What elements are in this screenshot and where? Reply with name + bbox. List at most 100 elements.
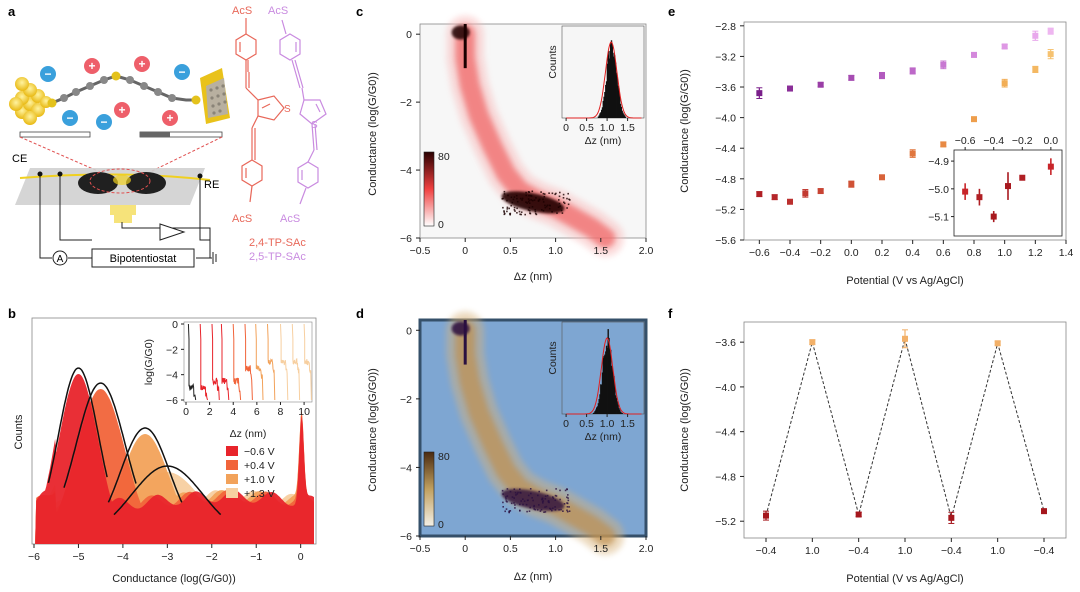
density-speckle [531,190,534,193]
density-speckle [526,202,528,204]
inset-bar [619,103,622,118]
x-tick-label: 1.4 [1059,247,1074,259]
density-speckle [541,498,544,501]
y-axis-label: Conductance (log(G/G0)) [367,368,379,492]
density-speckle [549,204,551,207]
inset-data-point [1019,174,1026,181]
x-tick-label: −0.4 [1034,545,1055,557]
density-speckle [514,507,516,509]
thiophene-s-label: S [284,104,291,115]
axis-ticks: −0.5 0 0.5 1.0 1.5 2.0 0 −2 −4 −6 [400,325,653,555]
x-tick-label: 0.0 [844,247,859,259]
density-speckle [554,499,557,501]
data-point-2-4 [848,181,855,188]
density-speckle [558,202,561,205]
panel-f-switching: −0.4 1.0 −0.4 1.0 −0.4 1.0 −0.4 −3.6 −4.0 −4.4 −4.… [679,321,1067,585]
density-speckle [566,207,568,209]
density-speckle [520,211,523,213]
x-tick-label: −5 [72,551,84,563]
density-speckle [568,510,571,512]
data-point-2-4 [802,190,809,197]
x-tick-label: −3 [161,551,173,563]
density-speckle [519,213,521,216]
data-point [948,514,955,521]
structure-2-4-TP-SAc [235,18,285,203]
density-speckle [548,204,551,207]
inset-bar [623,115,626,118]
x-tick-label: 1.0 [997,247,1012,259]
x-tick-label: 0.5 [503,245,518,257]
density-speckle [527,191,530,193]
axes-frame [743,321,1067,539]
inset-bar [605,351,607,414]
scale-bar [19,131,91,138]
inset-bar [601,109,603,118]
inset-y-tick-label: −4.9 [928,156,949,168]
density-speckle [544,204,546,207]
density-speckle [544,495,547,497]
density-speckle [559,489,561,492]
density-speckle [529,212,532,215]
inset-x-tick-label: 0 [563,122,569,134]
density-speckle [503,210,505,212]
data-point-2-4 [771,194,778,201]
compound-label-2-5: 2,5-TP-SAc [249,251,306,263]
ce-label: CE [12,153,27,165]
inset-bar [611,365,613,414]
electrode-tip-left [78,172,118,194]
dashed-connector [765,336,1045,520]
density-speckle [526,510,528,513]
density-speckle [519,488,521,490]
inset-bar [601,107,604,118]
panel-d-2d-histogram: −0.5 0 0.5 1.0 1.5 2.0 0 −2 −4 −6 Δz (nm) Conduct… [367,311,653,583]
density-speckle [558,195,561,198]
x-tick-label: 1.0 [548,543,563,555]
density-speckle [567,192,569,195]
ammeter-symbol [52,250,68,266]
density-speckle [547,501,550,503]
density-speckle [563,201,565,204]
inset-bar [610,42,612,118]
tip-holder [110,205,136,215]
x-axis-label: Conductance (log(G/G0)) [112,573,236,585]
inset-y-tick-label: 0 [172,319,178,331]
y-tick-label: −4 [400,165,412,177]
zoom-circle [89,168,151,194]
gold-electrode-left [9,77,52,125]
data-point-2-4 [940,141,947,148]
data-point-2-5 [1001,43,1008,50]
inset-bar [615,72,618,118]
y-axis-label: Counts [13,414,25,449]
colorbar-max: 80 [438,151,450,163]
density-speckle [530,492,532,495]
y-tick-label: −4 [400,462,412,474]
inset-bar [603,356,605,414]
density-speckle [566,197,568,200]
thiophene-s-label: S [311,120,318,131]
x-axis-label: Potential (V vs Ag/AgCl) [846,275,963,287]
inset-bar [614,62,617,118]
y-tick-label: −2 [400,394,412,406]
density-speckle [544,506,546,508]
inset-bar [617,404,619,414]
inset-bar [614,55,616,118]
gaussian-fit-0 [47,367,108,483]
data-point-2-4 [909,150,916,157]
density-speckle [555,495,558,497]
density-speckle [552,496,554,498]
y-tick-label: −5.2 [715,516,736,528]
inset-bar [602,357,604,414]
x-tick-label: −0.4 [848,545,869,557]
density-speckle [546,494,549,497]
inset-y-label: Counts [547,45,559,78]
density-speckle [567,494,569,496]
density-speckle [551,211,553,213]
density-speckle [541,209,543,211]
x-axis-label: Potential (V vs Ag/AgCl) [846,573,963,585]
panel-label-f: f [668,306,673,321]
y-tick-label: −3.2 [715,51,736,63]
inset-trace-0 [187,323,197,401]
data-point-2-5 [971,51,977,58]
density-speckle [505,500,508,502]
density-speckle [516,493,519,495]
